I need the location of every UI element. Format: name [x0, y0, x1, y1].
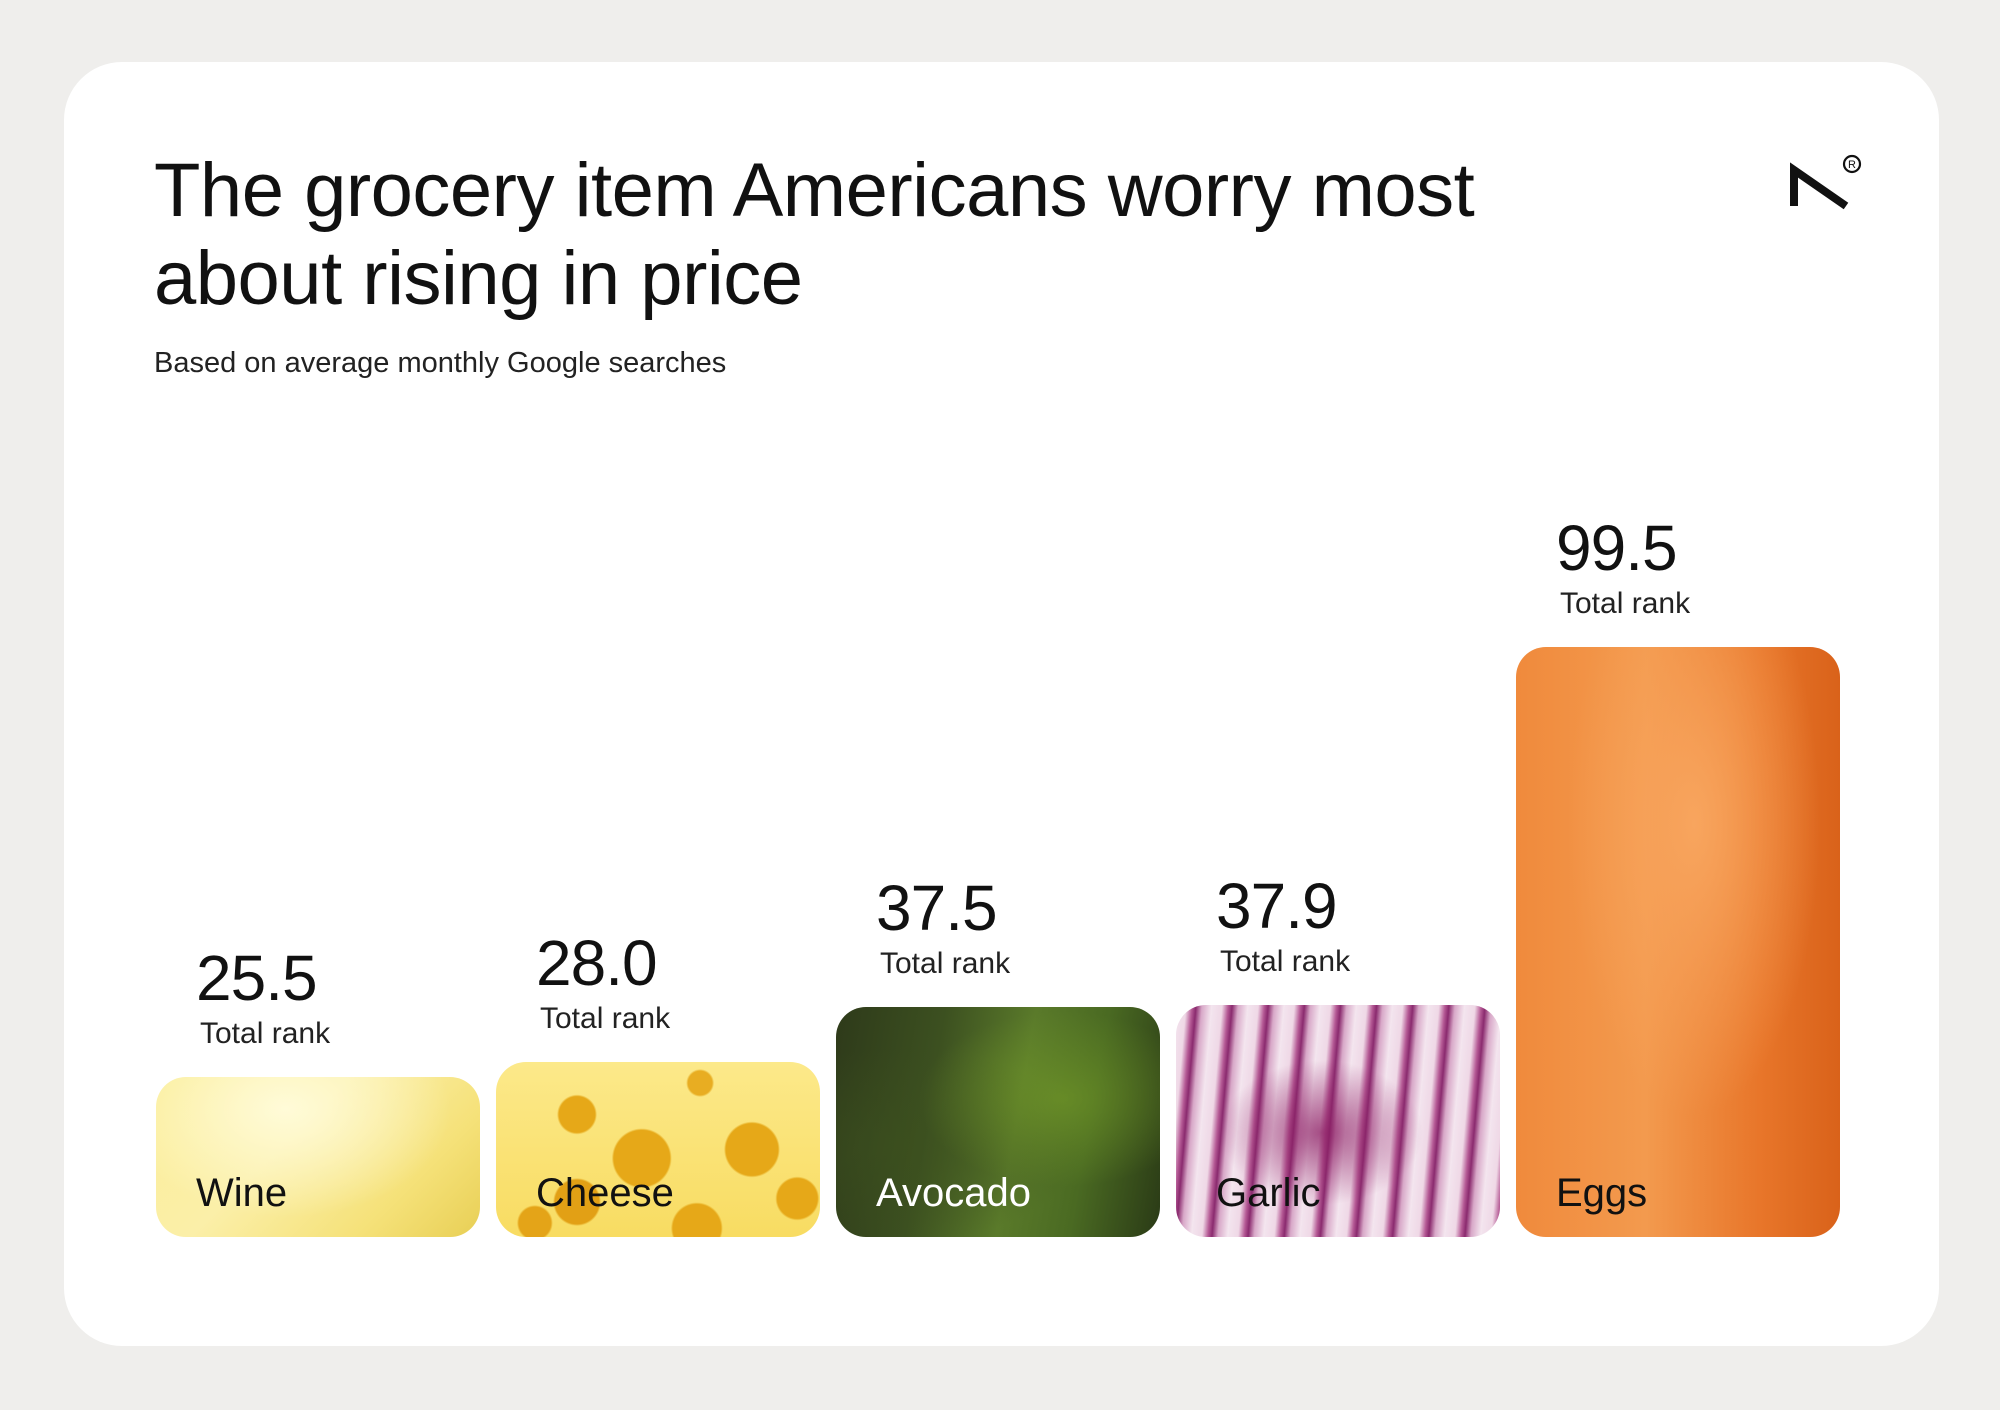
- value-label-avocado: 37.5: [876, 872, 998, 945]
- value-label-eggs: 99.5: [1556, 512, 1678, 584]
- chart-card: The grocery item Americans worry most ab…: [64, 62, 1939, 1346]
- rank-caption-avocado: Total rank: [880, 947, 1011, 981]
- seven-logo-icon: R: [1790, 154, 1862, 210]
- rank-caption-wine: Total rank: [200, 1017, 331, 1050]
- bar-wine: Wine: [156, 1077, 480, 1237]
- value-label-garlic: 37.9: [1216, 869, 1338, 942]
- category-label-avocado: Avocado: [876, 1170, 1031, 1215]
- category-label-garlic: Garlic: [1216, 1170, 1321, 1215]
- chart-subtitle: Based on average monthly Google searches: [154, 347, 727, 379]
- value-label-wine: 25.5: [196, 942, 318, 1014]
- category-label-eggs: Eggs: [1556, 1171, 1648, 1215]
- bar-eggs: Eggs: [1516, 647, 1840, 1237]
- bar-avocado: Avocado: [836, 1007, 1160, 1237]
- category-label-cheese: Cheese: [536, 1170, 674, 1215]
- chart-title: The grocery item Americans worry most ab…: [154, 148, 1475, 321]
- svg-text:R: R: [1848, 159, 1856, 171]
- bar-garlic: Garlic: [1176, 1004, 1500, 1237]
- rank-caption-garlic: Total rank: [1220, 944, 1351, 978]
- rank-caption-eggs: Total rank: [1560, 587, 1691, 620]
- value-label-cheese: 28.0: [536, 927, 658, 1000]
- bar-cheese: Cheese: [496, 1062, 820, 1237]
- bar-chart: Wine 25.5 Total rank Cheese 28.0 Total rank Av…: [64, 62, 1939, 1346]
- rank-caption-cheese: Total rank: [540, 1002, 671, 1036]
- category-label-wine: Wine: [196, 1171, 288, 1215]
